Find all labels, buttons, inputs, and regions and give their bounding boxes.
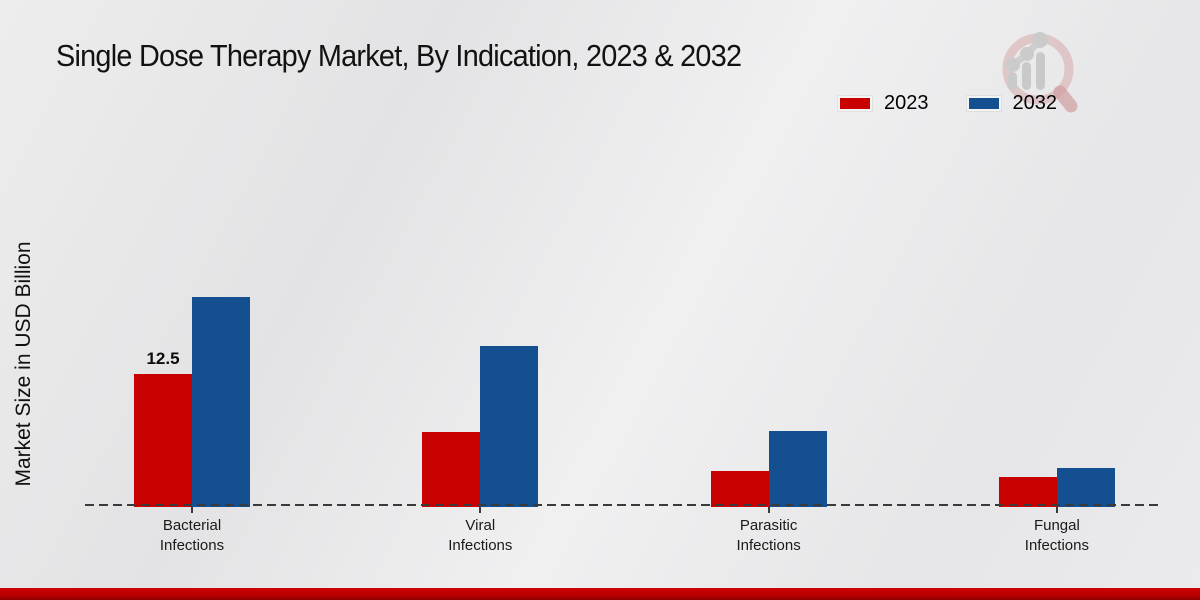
bar-2023-parasitic-infections xyxy=(710,470,769,507)
bar-2032-parasitic-infections xyxy=(768,430,827,507)
category-label-viral-infections: Viral Infections xyxy=(448,517,513,554)
legend-label-2032: 2032 xyxy=(1012,92,1058,114)
bar-2023-viral-infections xyxy=(422,431,481,507)
x-axis-tick xyxy=(479,507,482,513)
bar-2032-viral-infections xyxy=(480,345,539,507)
legend-swatch-2023 xyxy=(838,96,872,111)
category-label-fungal-infections: Fungal Infections xyxy=(1024,517,1089,554)
legend: 2023 2032 xyxy=(838,92,1057,115)
data-label-2023-bacterial-infections: 12.5 xyxy=(146,349,180,369)
category-label-parasitic-infections: Parasitic Infections xyxy=(736,517,801,554)
magnifier-growth-chart-logo-icon xyxy=(1002,32,1078,113)
legend-item-2023: 2023 xyxy=(838,92,929,115)
page-title: Single Dose Therapy Market, By Indicatio… xyxy=(56,38,742,73)
footer-accent-bar xyxy=(0,588,1200,600)
x-axis-dashed-baseline xyxy=(85,504,1163,506)
legend-label-2023: 2023 xyxy=(884,92,929,114)
x-axis-tick xyxy=(191,507,193,513)
plot-area: Bacterial Infections Viral Infections Parasi… xyxy=(85,200,1163,554)
y-axis-label: Market Size in USD Billion xyxy=(12,241,35,487)
bar-2032-bacterial-infections xyxy=(192,296,250,507)
x-axis-tick xyxy=(767,507,770,513)
bar-2023-fungal-infections xyxy=(998,477,1057,507)
x-axis-tick xyxy=(1055,507,1058,513)
bar-2023-bacterial-infections xyxy=(134,374,192,507)
category-label-bacterial-infections: Bacterial Infections xyxy=(159,517,225,554)
bar-2032-fungal-infections xyxy=(1056,467,1115,507)
legend-swatch-2032 xyxy=(966,96,1001,111)
legend-item-2032: 2032 xyxy=(966,92,1058,115)
